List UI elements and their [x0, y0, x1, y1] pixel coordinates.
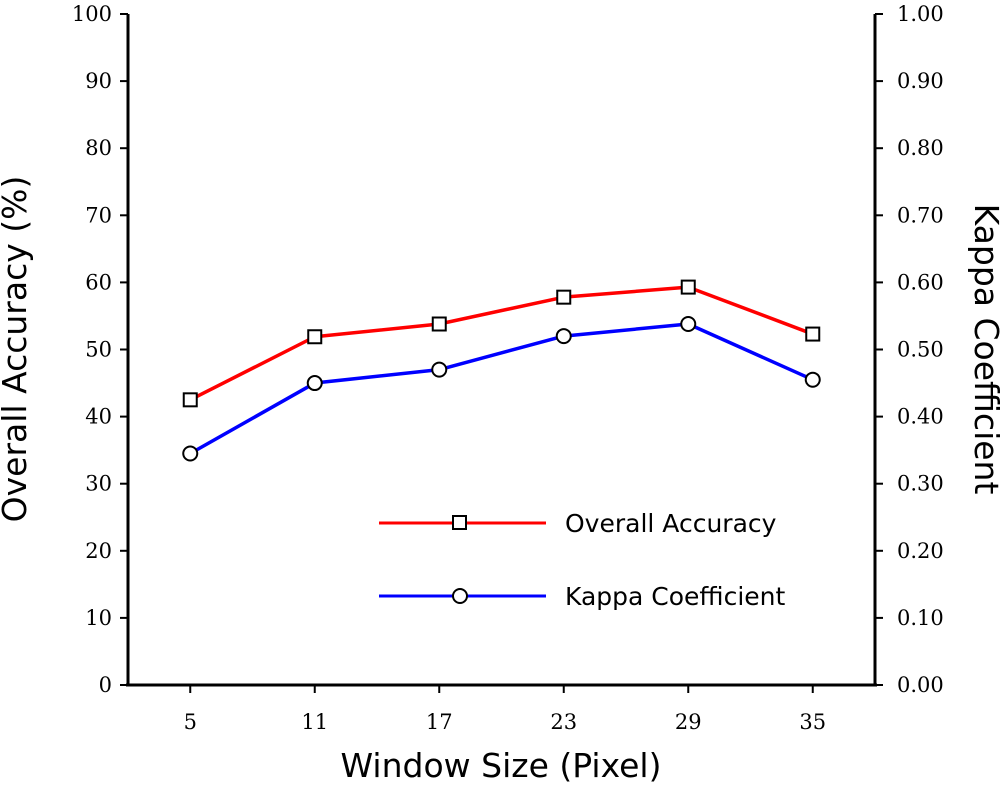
right-y-tick-label: 1.00 [897, 2, 944, 26]
legend-label-kappa-coefficient: Kappa Coefficient [565, 582, 785, 611]
data-point-kappa-coefficient [555, 328, 572, 345]
right-y-tick-label: 0.30 [897, 472, 944, 496]
x-tick-label: 5 [184, 710, 197, 734]
x-tick-label: 35 [799, 710, 826, 734]
legend-entry-overall-accuracy: Overall Accuracy [379, 509, 777, 538]
right-y-tick-label: 0.00 [897, 673, 944, 697]
right-y-tick-label: 0.60 [897, 270, 944, 294]
legend-entry-kappa-coefficient: Kappa Coefficient [379, 582, 785, 611]
left-y-tick-label: 90 [85, 69, 112, 93]
data-point-overall-accuracy [805, 326, 821, 342]
right-y-tick-label: 0.70 [897, 203, 944, 227]
left-y-tick-label: 40 [85, 405, 112, 429]
legend-label-overall-accuracy: Overall Accuracy [565, 509, 777, 538]
series-line-overall-accuracy [189, 285, 814, 402]
data-point-kappa-coefficient [306, 375, 323, 392]
x-ticks: 5 11 17 23 29 35 [184, 685, 826, 734]
data-point-kappa-coefficient [431, 361, 448, 378]
right-y-tick-label: 0.80 [897, 136, 944, 160]
data-point-kappa-coefficient [680, 316, 697, 333]
data-point-overall-accuracy [182, 392, 198, 408]
x-tick-label: 29 [675, 710, 702, 734]
legend: Overall Accuracy Kappa Coefficient [379, 509, 785, 611]
x-tick-label: 23 [550, 710, 577, 734]
data-point-overall-accuracy [307, 329, 323, 345]
right-y-ticks: 0.00 0.10 0.20 0.30 0.40 0.50 0.60 0.70 0.80 0.90… [875, 2, 944, 697]
left-y-tick-label: 0 [99, 673, 112, 697]
data-point-kappa-coefficient [182, 445, 199, 462]
right-y-tick-label: 0.40 [897, 405, 944, 429]
left-y-tick-label: 80 [85, 136, 112, 160]
left-y-tick-label: 50 [85, 338, 112, 362]
right-y-tick-label: 0.90 [897, 69, 944, 93]
series-line-kappa-coefficient [189, 322, 814, 456]
x-tick-label: 17 [426, 710, 453, 734]
left-y-ticks: 0 10 20 30 40 50 60 70 80 90 100 [72, 2, 128, 697]
left-y-tick-label: 70 [85, 203, 112, 227]
right-y-axis-title: Kappa Coefficient [967, 204, 1000, 495]
data-point-overall-accuracy [556, 289, 572, 305]
left-y-tick-label: 60 [85, 270, 112, 294]
left-y-tick-label: 100 [72, 2, 112, 26]
legend-circle-marker [452, 588, 468, 604]
right-y-tick-label: 0.50 [897, 338, 944, 362]
data-point-kappa-coefficient [804, 371, 821, 388]
left-y-tick-label: 30 [85, 472, 112, 496]
left-y-tick-label: 10 [85, 606, 112, 630]
right-y-tick-label: 0.10 [897, 606, 944, 630]
data-point-overall-accuracy [680, 279, 696, 295]
series-layer [182, 279, 821, 462]
right-y-tick-label: 0.20 [897, 539, 944, 563]
x-axis-title: Window Size (Pixel) [341, 746, 662, 785]
x-tick-label: 11 [301, 710, 328, 734]
left-y-tick-label: 20 [85, 539, 112, 563]
data-point-overall-accuracy [431, 316, 447, 332]
legend-square-marker [452, 515, 467, 530]
left-y-axis-title: Overall Accuracy (%) [0, 176, 34, 523]
